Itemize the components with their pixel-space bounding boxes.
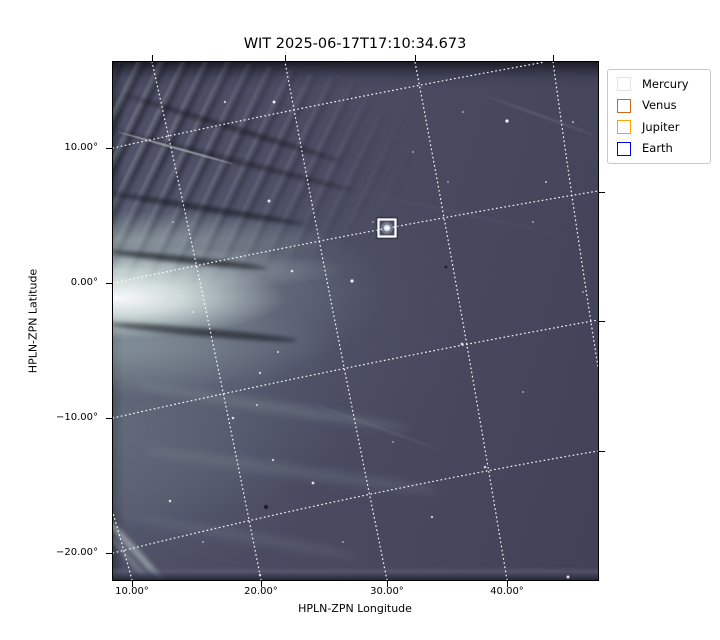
x-tick-label: 40.00°: [490, 586, 524, 597]
y-tick: [106, 418, 112, 419]
y-tick-label: 0.00°: [70, 277, 98, 288]
mercury-marker: [375, 216, 399, 240]
y-tick: [599, 451, 605, 452]
star-field: [168, 100, 584, 579]
gridline-lon-10: [113, 512, 133, 580]
legend-item-earth: Earth: [617, 141, 702, 156]
x-tick: [415, 55, 416, 61]
legend: Mercury Venus Jupiter Earth: [607, 69, 711, 164]
gridline-lat-neg20: [113, 450, 598, 554]
page-title: WIT 2025-06-17T17:10:34.673: [243, 36, 467, 52]
y-tick: [106, 283, 112, 284]
x-tick: [507, 581, 508, 587]
x-tick: [261, 581, 262, 587]
legend-label: Mercury: [642, 76, 689, 91]
y-tick-label: 10.00°: [64, 142, 98, 153]
earth-marker-icon: [617, 141, 631, 156]
y-tick: [106, 148, 112, 149]
legend-label: Venus: [642, 98, 677, 112]
x-tick-label: 10.00°: [115, 586, 149, 597]
x-tick-label: 20.00°: [244, 586, 278, 597]
gridline-lat-neg10: [113, 319, 598, 419]
legend-item-venus: Venus: [617, 98, 702, 113]
coordinate-grid: [113, 62, 598, 580]
y-tick-label: −20.00°: [55, 547, 98, 558]
legend-label: Earth: [642, 141, 673, 155]
venus-marker-icon: [617, 98, 631, 113]
x-tick: [132, 581, 133, 587]
x-axis-label: HPLN-ZPN Longitude: [298, 602, 412, 615]
y-tick: [599, 321, 605, 322]
x-tick-label: 30.00°: [370, 586, 404, 597]
plot-area: [112, 61, 599, 581]
gridline-lat-10: [113, 62, 546, 149]
x-tick: [285, 55, 286, 61]
film-grain: [113, 62, 598, 580]
x-tick: [553, 55, 554, 61]
y-tick: [599, 192, 605, 193]
x-tick: [152, 55, 153, 61]
mercury-marker-icon: [617, 77, 631, 91]
y-tick-label: −10.00°: [55, 412, 98, 423]
gridline-lon-20: [151, 62, 262, 580]
coronagraph-image: [113, 62, 598, 580]
y-tick: [106, 553, 112, 554]
gridline-lon-50: [552, 62, 598, 368]
jupiter-marker-icon: [617, 120, 631, 134]
x-tick: [387, 581, 388, 587]
legend-item-mercury: Mercury: [617, 77, 702, 91]
legend-label: Jupiter: [642, 119, 680, 134]
legend-item-jupiter: Jupiter: [617, 120, 702, 134]
